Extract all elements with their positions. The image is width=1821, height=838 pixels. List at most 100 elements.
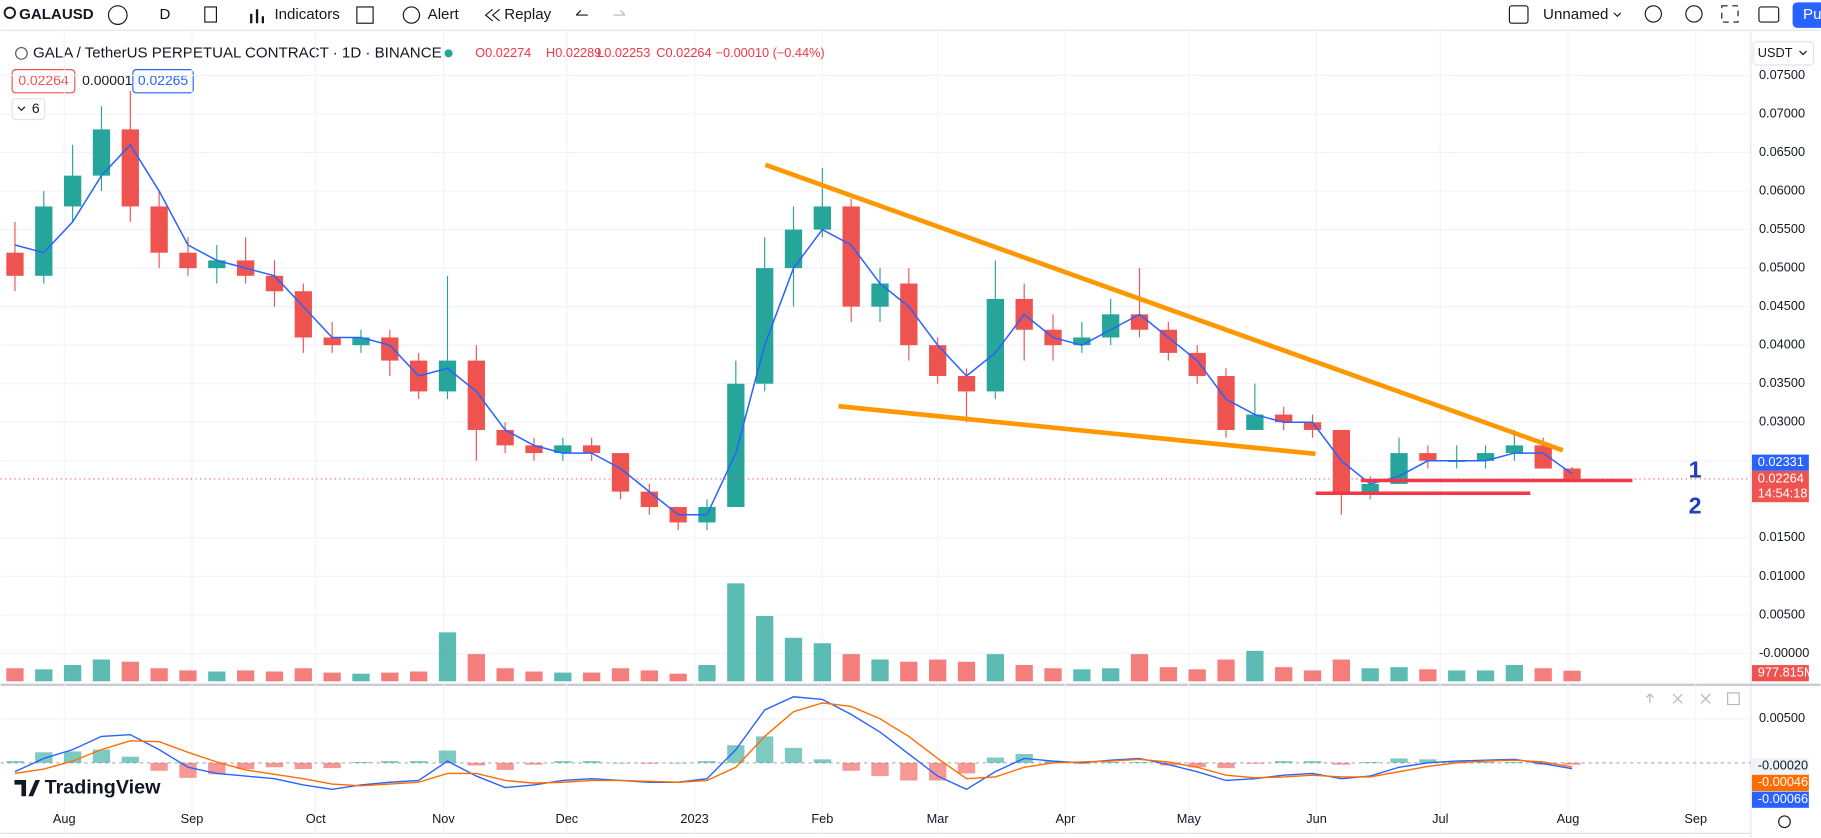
interval[interactable]: D [160,6,171,23]
candle-body [352,337,370,346]
chart-title: GALA / TetherUS PERPETUAL CONTRACT · 1D … [33,44,442,61]
indicators-icon[interactable] [250,9,265,24]
y-tick-label: 0.00500 [1759,710,1805,725]
volume-bar [1102,668,1120,682]
volume-bar [1246,650,1264,682]
volume-bar [1505,664,1524,682]
indicator-toggle[interactable] [11,98,46,121]
macd-histogram [352,761,370,763]
snapshot[interactable] [1758,6,1780,23]
macd-histogram [929,762,947,781]
x-tick-label: Dec [556,811,579,826]
volume-bar [352,673,370,682]
market-status [444,49,453,58]
volume-bar [323,672,341,682]
candle-body [496,429,514,446]
macd-histogram [438,750,457,763]
volume-bar [1303,670,1322,682]
ohlc-value: H0.02289 [546,45,601,60]
annotation[interactable]: 1 [1689,456,1702,482]
templates[interactable] [356,6,374,24]
y-tick-label: 0.07500 [1759,67,1805,82]
alert-button[interactable]: Alert [428,6,460,23]
macd-histogram [1476,761,1495,763]
candle-body [1505,445,1524,454]
volume-bar [871,659,889,682]
candle-body [1275,414,1293,423]
fullscreen[interactable] [1721,5,1739,23]
quick-search[interactable] [1644,5,1663,23]
replay-button[interactable]: Replay [504,6,551,23]
volume-bar [669,673,687,682]
pane-up[interactable] [1645,693,1654,704]
symbol[interactable]: GALAUSD [19,6,94,23]
candle-body [1390,453,1408,484]
volume-bar [1044,668,1062,682]
undo[interactable] [575,10,588,16]
volume-bar [727,583,745,682]
candle-body [525,445,543,454]
volume-bar [208,671,226,682]
x-tick-label: Mar [927,811,950,826]
x-tick-label: Jul [1432,811,1448,826]
macd-histogram [381,761,399,763]
candle-body [6,252,24,276]
macd-histogram [1332,762,1351,765]
volume-bar [409,671,428,682]
candle-body [900,283,918,346]
pane-maximize[interactable] [1727,692,1740,706]
alert-icon[interactable] [402,6,421,24]
candle-body [1188,352,1206,377]
chart-type[interactable] [204,6,218,23]
sell-price[interactable]: 0.02264 [18,72,69,88]
macd-histogram [1246,762,1264,764]
x-tick-label: Oct [306,811,326,826]
support-trendline[interactable] [838,403,1316,457]
volume-bar [1188,669,1206,682]
annotation[interactable]: 2 [1689,492,1702,518]
macd-histogram [554,761,572,763]
pane-close[interactable] [1672,693,1683,704]
resistance-trendline[interactable] [764,162,1564,453]
macd-badge-bg [1751,757,1809,775]
macd-histogram [957,762,976,774]
add-symbol[interactable] [107,5,128,25]
layout-name[interactable]: Unnamed [1543,6,1608,23]
symbol-logo [15,47,28,60]
volume-bar [6,668,24,682]
publish-button[interactable] [1792,2,1821,28]
candle-body [813,206,831,230]
settings[interactable] [1685,5,1703,23]
chevron[interactable] [17,106,26,112]
volume-bar [756,616,774,682]
publish-label[interactable]: Pu [1803,6,1821,23]
redo[interactable] [613,10,626,16]
layout-menu[interactable] [1613,12,1622,18]
volume-bar [1217,659,1235,682]
macd-badge-bg [1751,791,1809,808]
y-tick-label: 0.07000 [1759,105,1805,120]
pane-collapse[interactable] [1700,693,1711,704]
layout-icon[interactable] [1508,5,1529,24]
volume-bar [1015,664,1033,682]
currency[interactable]: USDT [1758,45,1793,60]
volume-bar [929,659,947,682]
y-tick-label: -0.00000 [1759,645,1809,660]
macd-badge-bg [1751,774,1809,791]
replay-icon[interactable] [484,8,500,22]
macd-histogram [63,751,82,763]
indicator-count[interactable]: 6 [32,100,40,116]
time-settings[interactable] [1778,815,1791,829]
currency-box[interactable] [1752,41,1815,66]
buy-price[interactable]: 0.02265 [138,72,189,88]
macd-histogram [1361,761,1379,763]
indicators-button[interactable]: Indicators [274,6,339,23]
x-tick-label: Jun [1306,811,1327,826]
currency-menu[interactable] [1799,50,1807,56]
candle-body [957,376,976,392]
volume-bar [698,664,716,682]
search-icon[interactable] [3,6,16,19]
x-tick-label: Aug [1557,811,1580,826]
macd-histogram [323,762,341,769]
ma-badge-bg [1751,454,1809,471]
